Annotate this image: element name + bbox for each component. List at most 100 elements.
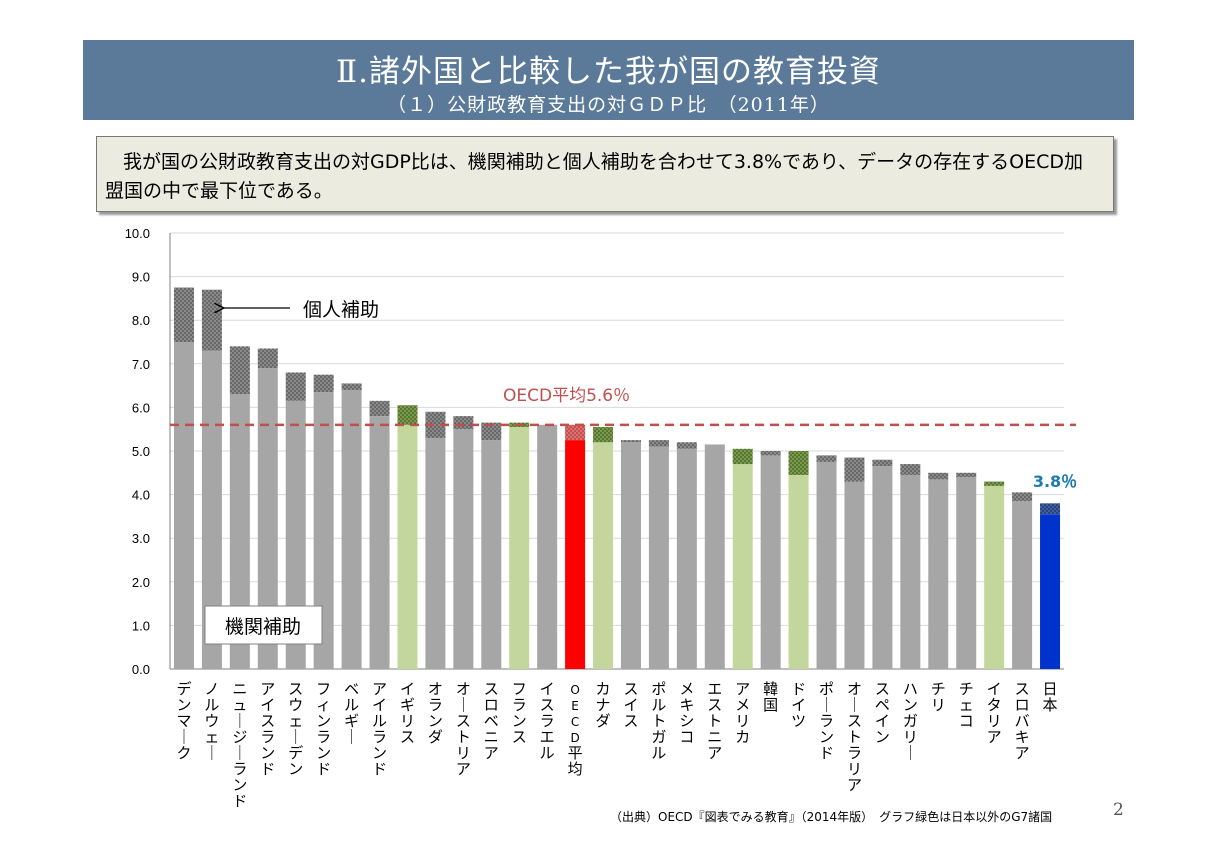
x-tick-label: シ (679, 712, 694, 730)
bar-institutional (1040, 514, 1061, 669)
x-tick-label: ポ (819, 680, 834, 698)
x-tick-label: ス (400, 728, 415, 746)
x-tick-label: ラ (819, 712, 834, 730)
bar-institutional (565, 440, 586, 669)
x-tick-label: マ (176, 712, 191, 730)
x-tick-label: ア (987, 728, 1002, 746)
x-tick-label: ス (484, 680, 499, 698)
x-tick-label: D (570, 731, 579, 745)
bar-personal (173, 287, 194, 342)
bar-personal (676, 442, 697, 449)
x-tick-label: ア (707, 744, 722, 762)
x-tick-label: ン (372, 744, 387, 762)
x-tick-label: ト (847, 728, 862, 746)
x-tick-label: ル (372, 712, 387, 730)
page-title: Ⅱ.諸外国と比較した我が国の教育投資 (336, 54, 881, 90)
bar-institutional (285, 400, 306, 669)
x-tick-label: ン (512, 712, 527, 730)
x-tick-label: ラ (540, 712, 555, 730)
oecd-average-label: OECD平均5.6％ (503, 386, 630, 406)
x-tick-label: ン (819, 728, 834, 746)
x-tick-label: オ (847, 680, 862, 698)
bar-institutional (537, 424, 558, 669)
x-tick-label: イ (791, 696, 806, 714)
x-tick-label: ン (316, 744, 331, 762)
bar-institutional (816, 461, 837, 669)
bar-personal (648, 440, 669, 447)
x-tick-label: ｜ (903, 744, 918, 762)
x-tick-label: ポ (651, 680, 666, 698)
x-tick-label: ア (847, 776, 862, 794)
x-tick-label: 平 (568, 744, 583, 762)
x-tick-label: ノ (204, 680, 219, 698)
y-axis: 0.0 1.0 2.0 3.0 4.0 5.0 6.0 7.0 8.0 9.0 10.0 (125, 226, 171, 677)
bar-personal (481, 422, 502, 441)
x-tick-label: 国 (763, 696, 778, 714)
x-tick-label: ジ (232, 728, 247, 746)
y-tick-label: 9.0 (132, 270, 150, 285)
x-tick-label: ス (540, 696, 555, 714)
bar-personal (425, 411, 446, 438)
x-tick-label: ド (791, 680, 806, 698)
x-tick-label: ス (512, 728, 527, 746)
x-tick-label: タ (987, 696, 1002, 714)
institutional-label-box (204, 605, 323, 645)
x-tick-label: ド (316, 760, 331, 778)
x-tick-label: ｜ (847, 696, 862, 714)
x-tick-label: イ (372, 696, 387, 714)
x-tick-label: O (570, 683, 579, 697)
x-tick-label: ス (456, 712, 471, 730)
x-tick-label: ｜ (344, 728, 359, 746)
bar-personal (257, 348, 278, 369)
x-tick-label: コ (679, 728, 694, 746)
x-tick-label: デ (288, 744, 303, 762)
bar-institutional (257, 368, 278, 669)
x-tick-label: カ (596, 680, 611, 698)
x-tick-label: ラ (260, 728, 275, 746)
bar-institutional (928, 479, 949, 669)
bar-institutional (676, 448, 697, 669)
x-tick-label: ル (204, 696, 219, 714)
bar-personal (453, 416, 474, 430)
title-banner: Ⅱ.諸外国と比較した我が国の教育投資 （１）公財政教育支出の対ＧＤＰ比 （201… (83, 40, 1134, 120)
bar-institutional (704, 444, 725, 669)
x-tick-label: ア (484, 744, 499, 762)
x-tick-label: ア (456, 760, 471, 778)
x-tick-label: ン (875, 728, 890, 746)
bar-personal (732, 448, 753, 465)
x-tick-label: ン (428, 712, 443, 730)
y-tick-label: 0.0 (132, 662, 150, 677)
bar-personal (760, 451, 781, 456)
x-tick-label: ギ (400, 696, 415, 714)
x-tick-label: ス (707, 696, 722, 714)
x-tick-label: ア (260, 680, 275, 698)
bar-institutional (341, 389, 362, 669)
japan-value-label: 3.8％ (1033, 472, 1077, 491)
y-tick-label: 5.0 (132, 444, 150, 459)
bar-institutional (648, 446, 669, 669)
x-tick-label: フ (512, 680, 527, 698)
x-tick-label: ラ (372, 728, 387, 746)
x-tick-label: ン (232, 776, 247, 794)
x-tick-label: リ (987, 712, 1002, 730)
x-tick-label: ュ (232, 696, 247, 714)
institutional-aid-label: 機関補助 (225, 616, 301, 638)
bar-institutional (984, 485, 1005, 669)
x-tick-label: デ (176, 680, 191, 698)
bar-personal (369, 400, 390, 417)
x-tick-label: ド (260, 760, 275, 778)
x-tick-label: キ (1015, 728, 1030, 746)
x-tick-label: ラ (316, 728, 331, 746)
x-tick-label: ア (1015, 744, 1030, 762)
x-tick-label: E (571, 699, 579, 713)
bar-institutional (201, 350, 222, 669)
x-tick-label: カ (735, 728, 750, 746)
bar-personal (201, 289, 222, 351)
x-tick-label: メ (735, 696, 750, 714)
x-tick-label: ン (288, 760, 303, 778)
bars (173, 287, 1061, 669)
x-tick-label: ン (903, 696, 918, 714)
x-tick-label: ニ (232, 680, 247, 698)
x-tick-label: ト (456, 728, 471, 746)
x-tick-label: ト (651, 712, 666, 730)
